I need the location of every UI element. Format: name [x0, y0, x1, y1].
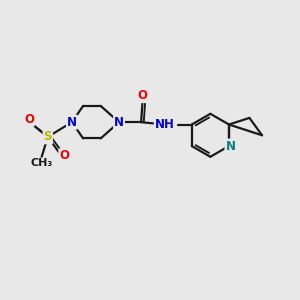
Text: N: N [67, 116, 77, 129]
Text: O: O [24, 113, 34, 126]
Text: NH: NH [155, 118, 175, 131]
Text: N: N [225, 140, 236, 152]
Text: O: O [138, 89, 148, 102]
Text: N: N [114, 116, 124, 129]
Text: CH₃: CH₃ [30, 158, 52, 168]
Text: O: O [59, 149, 69, 162]
Text: S: S [44, 130, 52, 143]
